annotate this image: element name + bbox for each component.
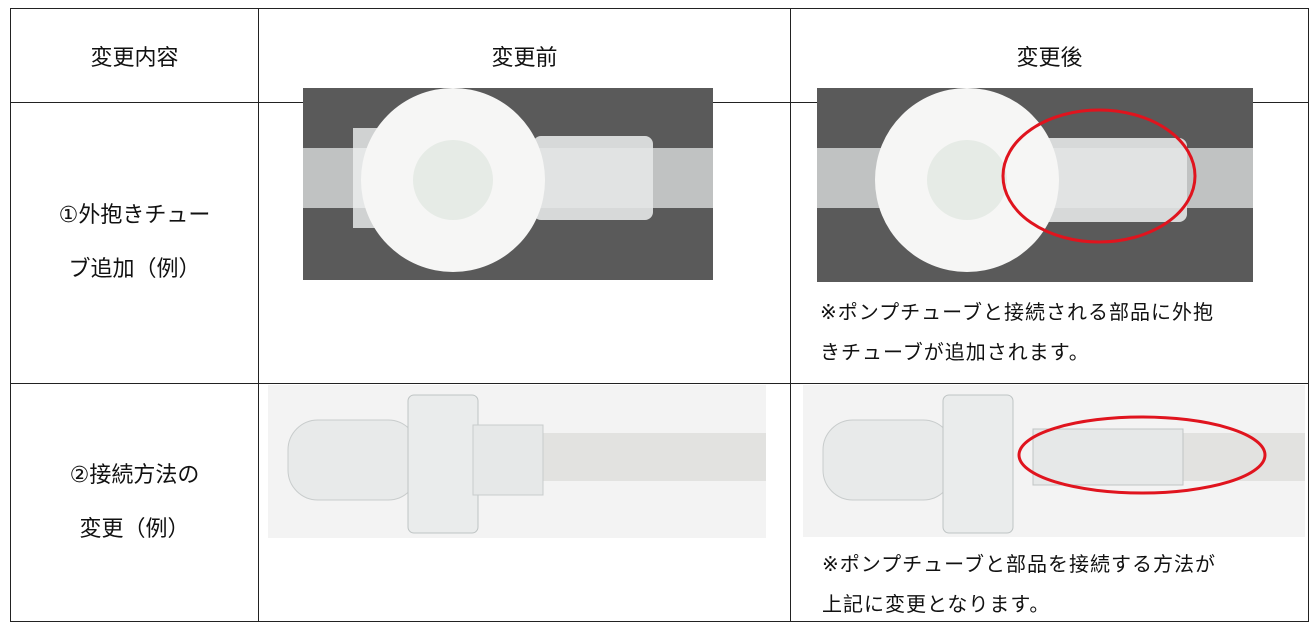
label-line: ①外抱きチュー bbox=[58, 203, 211, 228]
caption: ※ポンプチューブと接続される部品に外抱 きチューブが追加されます。 bbox=[820, 292, 1214, 372]
header-text: 変更後 bbox=[1016, 45, 1083, 71]
header-cell: 変更内容 bbox=[10, 8, 259, 103]
photo bbox=[803, 385, 1305, 537]
label-line: 変更（例） bbox=[79, 516, 190, 542]
photo bbox=[268, 385, 766, 538]
header-text: 変更内容 bbox=[90, 45, 179, 71]
photo bbox=[817, 88, 1253, 282]
caption-line: ※ポンプチューブと部品を接続する方法が bbox=[822, 552, 1216, 576]
caption-line: きチューブが追加されます。 bbox=[820, 340, 1090, 364]
photo bbox=[303, 88, 713, 280]
caption: ※ポンプチューブと部品を接続する方法が 上記に変更となります。 bbox=[822, 544, 1216, 624]
header-text: 変更前 bbox=[491, 45, 558, 71]
label-cell: ①外抱きチュー ブ追加（例） bbox=[10, 102, 259, 384]
label-line: ②接続方法の bbox=[69, 462, 200, 488]
label-cell: ②接続方法の 変更（例） bbox=[10, 383, 259, 622]
caption-line: ※ポンプチューブと接続される部品に外抱 bbox=[820, 300, 1214, 324]
label-line: ブ追加（例） bbox=[68, 257, 201, 282]
caption-line: 上記に変更となります。 bbox=[822, 592, 1051, 616]
